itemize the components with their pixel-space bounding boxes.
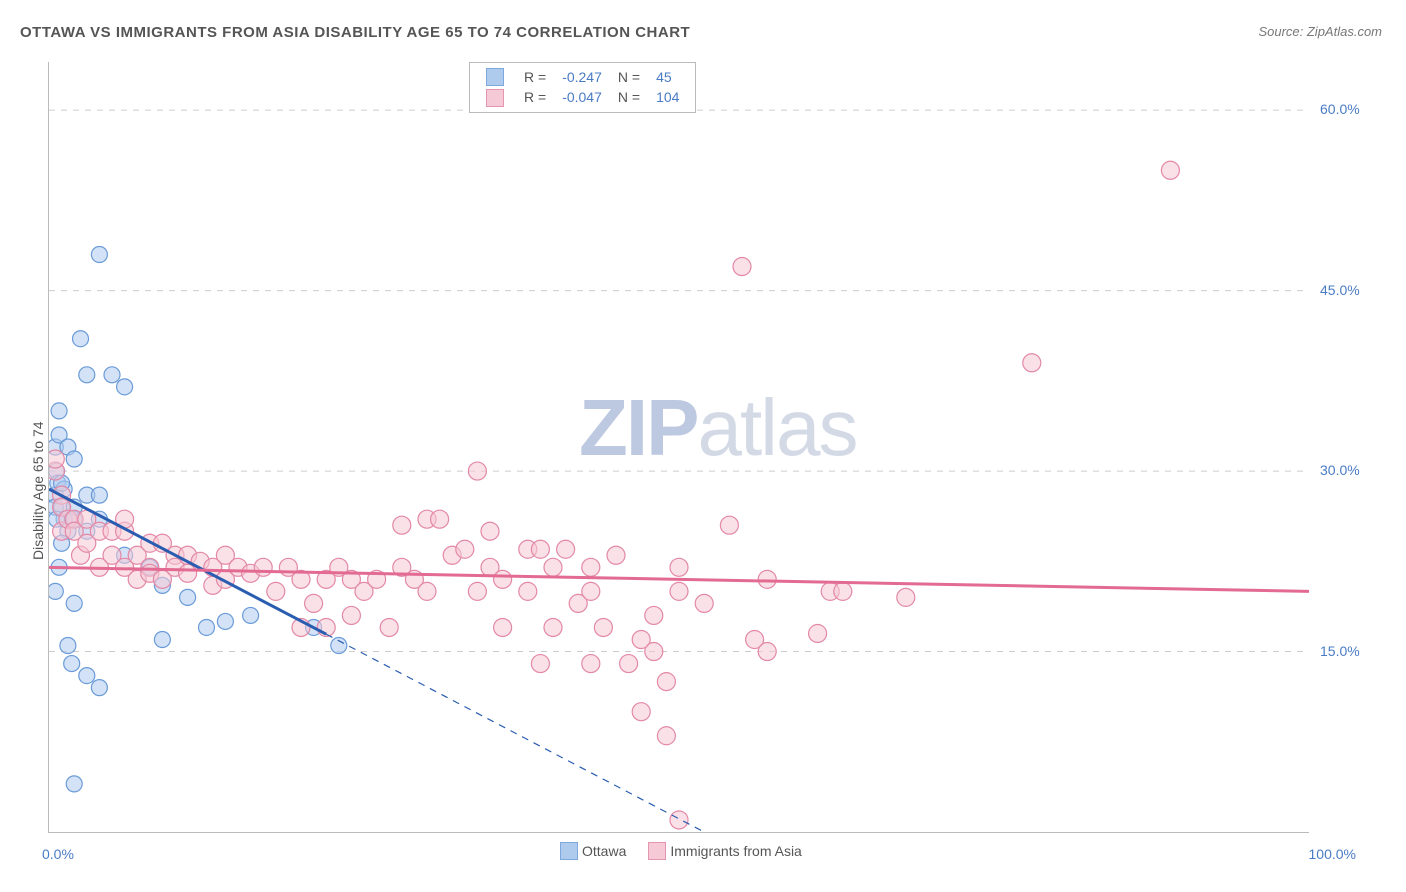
- y-tick-label: 30.0%: [1320, 462, 1360, 478]
- chart-title: OTTAWA VS IMMIGRANTS FROM ASIA DISABILIT…: [20, 24, 690, 41]
- source-credit: Source: ZipAtlas.com: [1258, 24, 1382, 39]
- legend-correlation: R =-0.247N =45R =-0.047N =104: [469, 62, 696, 113]
- x-axis-min-label: 0.0%: [42, 846, 74, 862]
- x-axis-max-label: 100.0%: [1309, 846, 1356, 862]
- y-axis-label: Disability Age 65 to 74: [30, 421, 46, 560]
- y-tick-label: 60.0%: [1320, 101, 1360, 117]
- y-tick-label: 15.0%: [1320, 643, 1360, 659]
- plot-area: ZIPatlas R =-0.247N =45R =-0.047N =104: [48, 62, 1309, 833]
- chart-svg: [49, 62, 1309, 832]
- y-tick-label: 45.0%: [1320, 282, 1360, 298]
- legend-series: OttawaImmigrants from Asia: [560, 842, 824, 860]
